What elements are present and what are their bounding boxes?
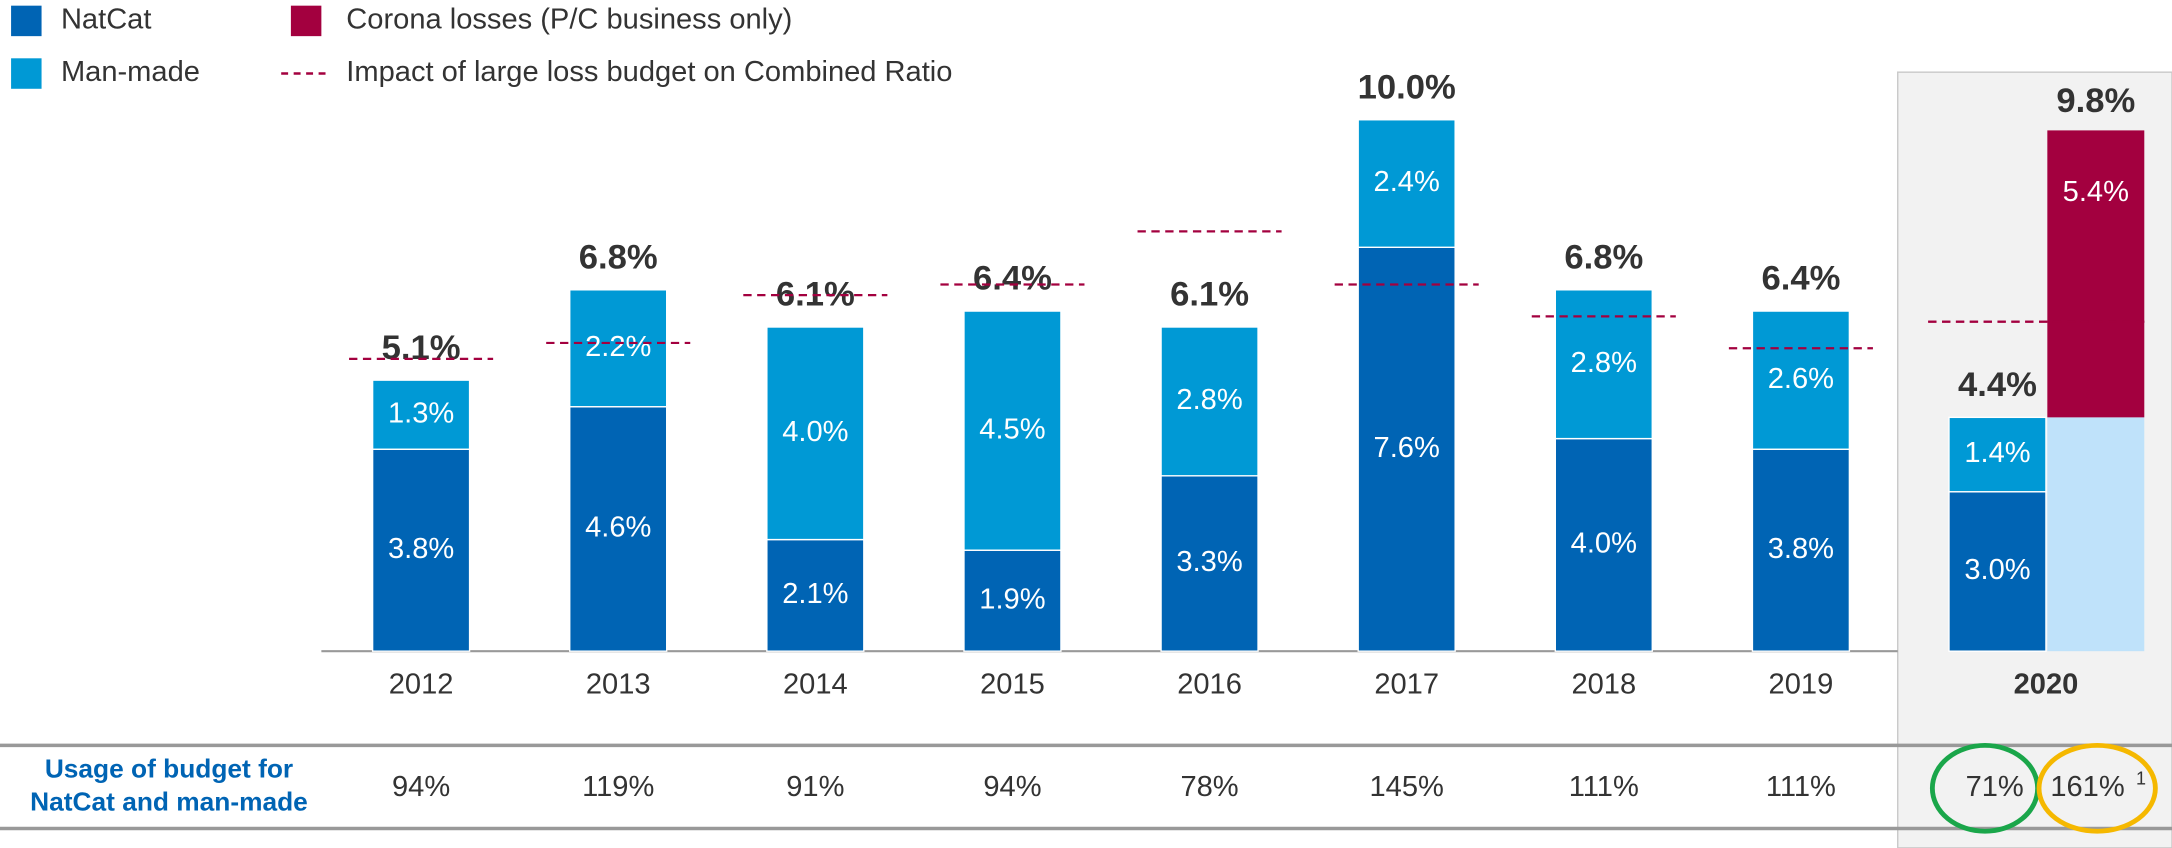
- segment-label: 2.8%: [1571, 347, 1637, 379]
- total-label: 4.4%: [1958, 366, 2037, 404]
- segment-label: 4.0%: [1571, 528, 1637, 560]
- bar-segment: [766, 538, 865, 652]
- total-label: 6.4%: [973, 260, 1052, 298]
- bar-segment: [371, 379, 471, 450]
- bar-segment: [963, 549, 1062, 652]
- segment-label: 7.6%: [1374, 432, 1440, 464]
- bar-segment: [1357, 246, 1456, 652]
- bar-segment: [1160, 475, 1259, 652]
- bar-segment: [1948, 491, 2047, 652]
- x-tick-label: 2012: [389, 668, 454, 700]
- bar-segment: [1554, 437, 1653, 652]
- segment-label: 4.6%: [585, 512, 651, 544]
- total-label: 6.1%: [1170, 276, 1249, 314]
- total-label: 5.1%: [382, 329, 461, 367]
- bar-segment: [1751, 448, 1851, 652]
- usage-label: Usage of budget for: [45, 753, 293, 783]
- bar-segment: [2047, 130, 2145, 418]
- x-tick-label: 2020: [2014, 668, 2079, 700]
- usage-value: 161%: [2050, 771, 2124, 803]
- usage-label: NatCat and man-made: [30, 786, 308, 816]
- segment-label: 3.8%: [388, 533, 454, 565]
- segment-label: 3.8%: [1768, 533, 1834, 565]
- segment-label: 4.5%: [979, 413, 1045, 445]
- legend-label: Impact of large loss budget on Combined …: [346, 56, 952, 88]
- usage-value: 71%: [1966, 771, 2024, 803]
- usage-value: 94%: [983, 771, 1041, 803]
- usage-value: 78%: [1180, 771, 1238, 803]
- segment-label: 2.8%: [1176, 384, 1242, 416]
- segment-label: 3.0%: [1964, 554, 2030, 586]
- x-tick-label: 2015: [980, 668, 1045, 700]
- segment-label: 1.4%: [1964, 437, 2030, 469]
- total-label: 10.0%: [1358, 68, 1456, 106]
- x-tick-label: 2014: [783, 668, 848, 700]
- bar-segment: [963, 310, 1062, 551]
- total-label: 6.8%: [579, 238, 658, 276]
- usage-value: 94%: [392, 771, 450, 803]
- segment-label: 1.9%: [979, 583, 1045, 615]
- total-label: 6.8%: [1564, 238, 1643, 276]
- usage-value: 111%: [1766, 771, 1836, 803]
- segment-label: 1.3%: [388, 397, 454, 429]
- x-tick-label: 2019: [1769, 668, 1834, 700]
- legend-swatch: [11, 5, 42, 37]
- segment-label: 4.0%: [782, 416, 848, 448]
- segment-label: 2.2%: [585, 331, 651, 363]
- usage-value: 119%: [582, 771, 654, 803]
- bar-segment: [766, 326, 865, 541]
- usage-value: 91%: [786, 771, 844, 803]
- legend-label: Corona losses (P/C business only): [346, 4, 792, 36]
- usage-value: 111%: [1569, 771, 1639, 803]
- bar-segment: [569, 289, 668, 408]
- legend-swatch: [290, 5, 322, 37]
- bar-segment: [1751, 310, 1851, 450]
- bar-segment: [1554, 289, 1653, 440]
- segment-label: 2.1%: [782, 578, 848, 610]
- placeholder-bar: [2047, 417, 2145, 652]
- segment-label: 2.4%: [1374, 166, 1440, 198]
- x-tick-label: 2013: [586, 668, 651, 700]
- legend-swatch: [11, 58, 42, 89]
- segment-label: 3.3%: [1176, 546, 1242, 578]
- bar-segment: [1160, 326, 1259, 477]
- bar-segment: [1357, 119, 1456, 248]
- segment-label: 5.4%: [2063, 176, 2129, 208]
- x-tick-label: 2018: [1571, 668, 1636, 700]
- legend-label: Man-made: [61, 56, 200, 88]
- footnote-mark: 1: [2136, 769, 2146, 789]
- usage-value: 145%: [1369, 771, 1443, 803]
- highlight-circle: [2036, 742, 2158, 834]
- legend-label: NatCat: [61, 4, 152, 36]
- x-tick-label: 2017: [1374, 668, 1439, 700]
- segment-label: 2.6%: [1768, 363, 1834, 395]
- total-label: 9.8%: [2056, 82, 2135, 120]
- x-tick-label: 2016: [1177, 668, 1242, 700]
- total-label: 6.4%: [1761, 260, 1840, 298]
- bar-segment: [1948, 416, 2047, 493]
